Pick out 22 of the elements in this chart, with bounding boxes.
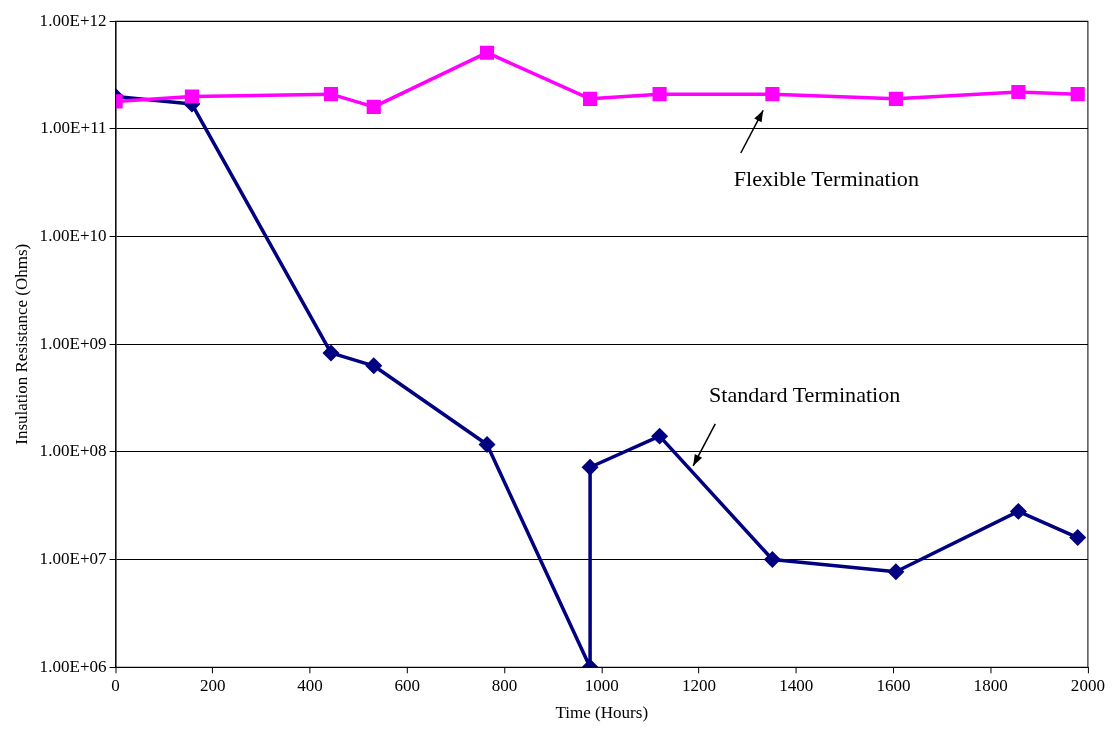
- x-tick-label: 600: [394, 675, 421, 695]
- x-tick-label: 1000: [584, 675, 619, 695]
- y-tick-label: 1.00E+09: [39, 333, 107, 353]
- y-tick-label: 1.00E+10: [39, 226, 107, 245]
- x-tick-label: 1200: [681, 675, 717, 695]
- x-tick-label: 1600: [876, 675, 911, 695]
- y-tick-label: 1.00E+07: [39, 549, 108, 568]
- x-tick-label: 1400: [779, 675, 814, 695]
- x-tick-label: 200: [200, 675, 226, 695]
- x-tick-label: 2000: [1070, 675, 1105, 695]
- x-tick-label: 800: [491, 675, 518, 695]
- x-tick-label: 0: [111, 675, 120, 695]
- y-tick-label: 1.00E+06: [39, 656, 107, 676]
- annotation: Flexible Termination: [733, 165, 919, 191]
- x-tick-label: 1800: [973, 675, 1008, 695]
- y-tick-label: 1.00E+11: [40, 118, 107, 138]
- annotation: Standard Termination: [708, 381, 901, 407]
- y-axis-title: Insulation Resistance (Ohms): [11, 243, 31, 445]
- x-axis-title: Time (Hours): [555, 703, 649, 723]
- y-tick-label: 1.00E+12: [39, 10, 107, 30]
- x-tick-label: 400: [297, 675, 323, 695]
- y-tick-label: 1.00E+08: [39, 441, 107, 461]
